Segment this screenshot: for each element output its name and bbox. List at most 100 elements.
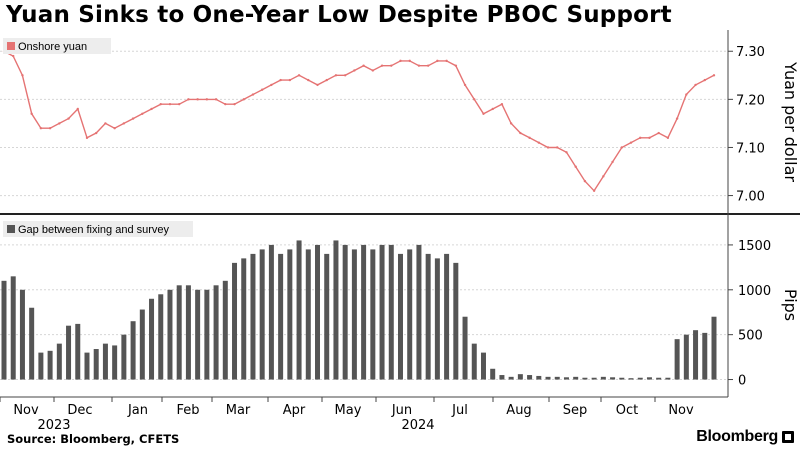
gap-bar <box>213 285 219 380</box>
yuan-point <box>67 117 70 120</box>
yuan-point <box>30 112 33 115</box>
gap-bar <box>674 339 680 380</box>
gap-bar <box>66 325 72 380</box>
gap-legend-bg <box>3 221 193 237</box>
gap-bar <box>637 377 643 380</box>
gap-bar <box>563 377 569 380</box>
yuan-point <box>491 107 494 111</box>
gap-bar <box>702 332 708 380</box>
yuan-point <box>343 74 347 77</box>
yuan-point <box>131 117 135 120</box>
gap-bar <box>628 378 634 380</box>
gap-bar <box>619 377 625 380</box>
x-month-label: Jul <box>451 403 468 418</box>
gap-bar <box>379 244 385 380</box>
gap-y-axis-label: Pips <box>781 289 800 321</box>
gap-bar <box>683 334 689 380</box>
yuan-point <box>196 98 199 101</box>
gap-bar <box>305 249 311 380</box>
gap-bar <box>38 352 44 380</box>
yuan-tick-label: 7.30 <box>736 45 765 60</box>
gap-bar <box>315 244 321 380</box>
yuan-point <box>417 64 421 67</box>
x-year-label: 2024 <box>401 418 434 433</box>
yuan-point <box>279 78 282 82</box>
gap-bar <box>278 253 284 380</box>
gap-bar <box>527 375 533 380</box>
gap-bar <box>388 244 394 380</box>
yuan-legend-label: Onshore yuan <box>18 41 87 53</box>
gap-bar <box>351 249 357 380</box>
yuan-point <box>685 93 688 96</box>
yuan-point <box>316 83 319 87</box>
gap-bar <box>158 294 164 380</box>
gap-bar <box>222 280 228 380</box>
gap-bar <box>268 244 274 380</box>
yuan-point <box>694 83 697 87</box>
yuan-point <box>325 78 328 82</box>
yuan-legend-bg <box>3 38 111 54</box>
gap-bar <box>480 352 486 380</box>
gap-bar <box>342 244 348 380</box>
gap-bar <box>84 352 90 380</box>
yuan-point <box>362 64 365 67</box>
yuan-point <box>85 136 89 140</box>
yuan-point <box>602 175 605 178</box>
x-month-label: Jan <box>127 403 148 418</box>
yuan-point <box>592 189 596 192</box>
x-month-label: Sep <box>563 403 588 418</box>
yuan-point <box>214 98 218 101</box>
yuan-point <box>611 160 614 164</box>
yuan-point <box>454 64 458 67</box>
yuan-point <box>648 136 651 140</box>
yuan-point <box>353 69 356 72</box>
gap-legend-swatch <box>7 225 15 233</box>
yuan-point <box>76 107 79 111</box>
yuan-point <box>712 74 716 77</box>
yuan-point <box>334 74 338 77</box>
yuan-y-ticks: 7.00 7.10 7.20 7.30 <box>728 45 765 205</box>
yuan-point <box>528 136 531 140</box>
yuan-gridlines <box>0 50 728 197</box>
yuan-point <box>482 112 485 115</box>
gap-bar <box>600 376 606 380</box>
yuan-point <box>390 64 393 67</box>
yuan-point <box>95 131 98 135</box>
gap-bar <box>204 289 210 380</box>
yuan-point <box>288 78 292 82</box>
gap-bar <box>139 309 145 380</box>
yuan-point <box>426 64 430 67</box>
yuan-point <box>205 98 209 101</box>
gap-bar <box>102 343 108 380</box>
gap-bar <box>185 285 191 380</box>
yuan-point <box>703 78 706 82</box>
yuan-point <box>48 127 52 130</box>
x-month-label: Feb <box>176 403 199 418</box>
x-month-label: Nov <box>13 403 39 418</box>
yuan-point <box>509 122 513 125</box>
gap-bar <box>130 321 136 380</box>
yuan-point <box>260 88 264 91</box>
gap-bar <box>112 345 118 380</box>
x-month-label: Apr <box>283 403 306 418</box>
gap-bar <box>324 253 330 380</box>
gap-bar <box>665 377 671 380</box>
yuan-point <box>150 107 153 111</box>
yuan-point <box>297 74 301 77</box>
gap-bar <box>591 377 597 380</box>
yuan-point <box>251 93 255 96</box>
gap-bar <box>508 376 514 380</box>
gap-bar <box>444 253 450 380</box>
gap-legend-label: Gap between fixing and survey <box>18 224 170 236</box>
gap-bar <box>582 377 588 380</box>
gap-bar <box>56 343 62 380</box>
gap-bar <box>646 377 652 380</box>
gap-bar <box>711 316 717 380</box>
yuan-series <box>2 50 716 192</box>
yuan-point <box>500 102 504 106</box>
yuan-point <box>104 122 107 125</box>
x-month-label: Aug <box>506 403 531 418</box>
gap-bar <box>176 285 182 380</box>
gap-bar <box>296 240 302 380</box>
